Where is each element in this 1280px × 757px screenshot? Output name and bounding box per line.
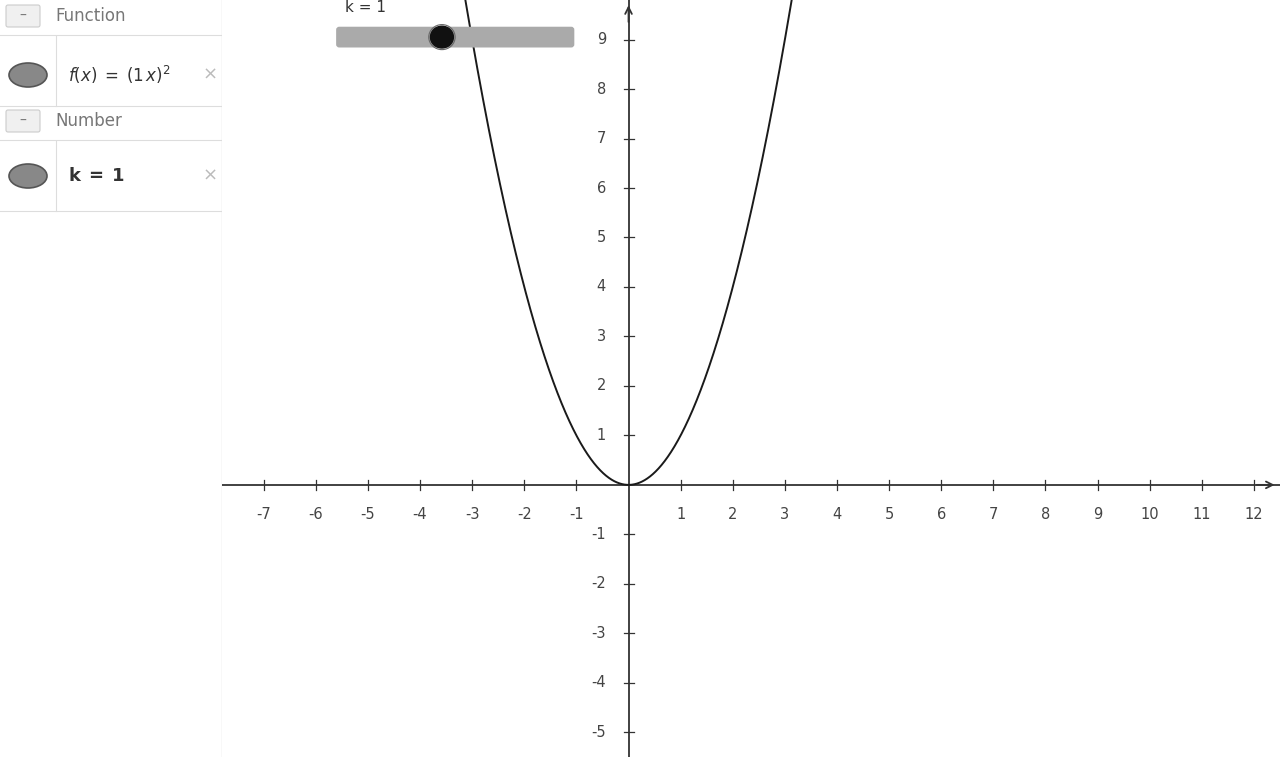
FancyBboxPatch shape <box>6 5 40 27</box>
Circle shape <box>430 26 453 48</box>
Text: 5: 5 <box>884 507 893 522</box>
Text: 1: 1 <box>596 428 605 443</box>
Text: $f(x)\;=\;(1\,x)^2$: $f(x)\;=\;(1\,x)^2$ <box>68 64 170 86</box>
Text: 6: 6 <box>937 507 946 522</box>
Text: ×: × <box>202 167 218 185</box>
Text: -4: -4 <box>591 675 605 690</box>
Text: -7: -7 <box>256 507 271 522</box>
Text: 8: 8 <box>1041 507 1050 522</box>
Text: 3: 3 <box>596 329 605 344</box>
Text: -5: -5 <box>361 507 375 522</box>
Text: -1: -1 <box>570 507 584 522</box>
Text: -1: -1 <box>591 527 605 542</box>
Text: 2: 2 <box>728 507 737 522</box>
Text: 4: 4 <box>596 279 605 294</box>
FancyBboxPatch shape <box>6 110 40 132</box>
Text: Number: Number <box>55 112 122 130</box>
Text: 10: 10 <box>1140 507 1158 522</box>
Text: -3: -3 <box>465 507 480 522</box>
Text: 12: 12 <box>1244 507 1263 522</box>
Text: 8: 8 <box>596 82 605 97</box>
Text: 7: 7 <box>988 507 998 522</box>
FancyBboxPatch shape <box>337 26 575 48</box>
Text: -4: -4 <box>412 507 428 522</box>
Text: 1: 1 <box>676 507 685 522</box>
Ellipse shape <box>9 63 47 87</box>
Text: 9: 9 <box>1093 507 1102 522</box>
Text: k = 1: k = 1 <box>344 0 385 15</box>
Text: –: – <box>19 9 27 23</box>
Text: 7: 7 <box>596 131 605 146</box>
Text: 9: 9 <box>596 32 605 47</box>
Text: -3: -3 <box>591 626 605 641</box>
Text: -5: -5 <box>591 724 605 740</box>
Text: 3: 3 <box>781 507 790 522</box>
Text: -6: -6 <box>308 507 323 522</box>
Text: –: – <box>19 114 27 128</box>
Text: 4: 4 <box>832 507 842 522</box>
Text: Function: Function <box>55 7 125 25</box>
Text: 11: 11 <box>1193 507 1211 522</box>
Text: -2: -2 <box>591 576 605 591</box>
Text: 5: 5 <box>596 230 605 245</box>
Ellipse shape <box>9 164 47 188</box>
Text: $\mathbf{k\;=\;1}$: $\mathbf{k\;=\;1}$ <box>68 167 125 185</box>
Text: 2: 2 <box>596 378 605 394</box>
Text: -2: -2 <box>517 507 531 522</box>
Text: 6: 6 <box>596 180 605 195</box>
Text: ×: × <box>202 66 218 84</box>
